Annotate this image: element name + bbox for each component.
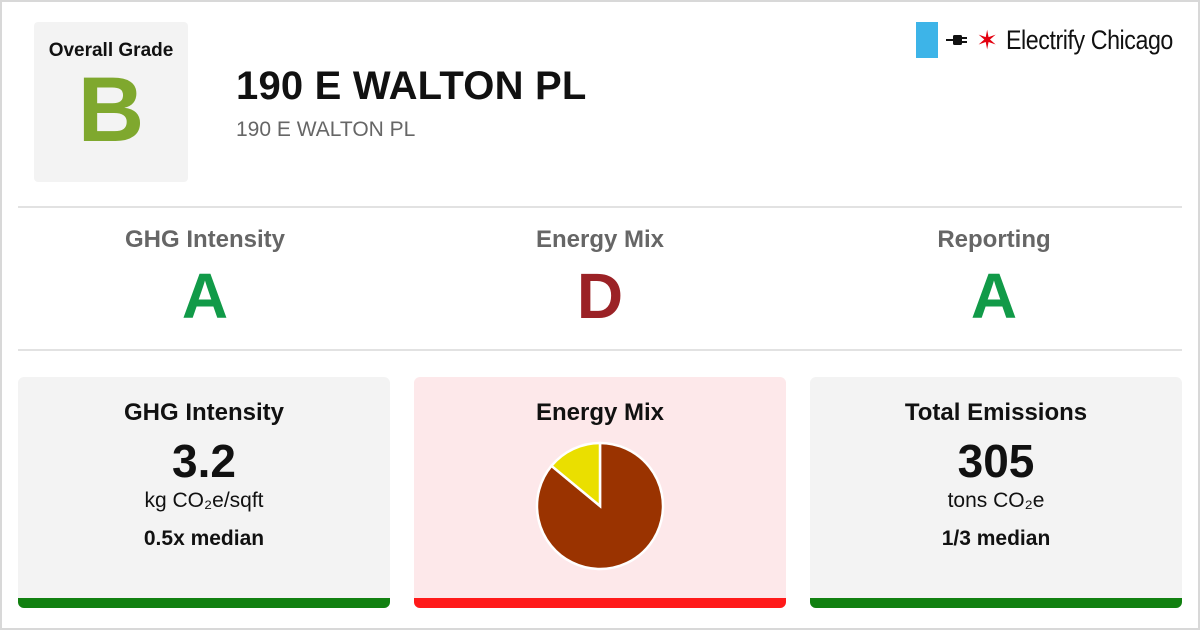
card-energy-mix: Energy Mix	[414, 377, 786, 608]
plug-icon	[946, 35, 968, 45]
subgrade-letter: A	[970, 260, 1018, 332]
card-grade-bar	[414, 598, 786, 608]
energy-mix-pie-chart	[535, 441, 665, 571]
card-grade-bar	[810, 598, 1182, 608]
subgrade-letter: A	[181, 260, 229, 332]
red-star-icon: ✶	[976, 25, 998, 55]
card-unit: tons CO₂e	[947, 489, 1045, 512]
card-title: Energy Mix	[535, 399, 665, 426]
card-value: 3.2	[172, 435, 236, 487]
card-ghg-intensity: GHG Intensity 3.2 kg CO₂e/sqft 0.5x medi…	[18, 377, 390, 608]
divider-top	[18, 206, 1182, 208]
chicago-flag-icon	[916, 22, 939, 58]
card-title: GHG Intensity	[123, 399, 285, 426]
overall-grade-label: Overall Grade	[48, 40, 174, 61]
subgrade-ghg-intensity: GHG Intensity A	[15, 226, 395, 328]
overall-grade-box: Overall Grade B	[34, 22, 188, 182]
brand-name: Electrify Chicago	[1006, 24, 1173, 55]
card-title: Total Emissions	[904, 399, 1088, 426]
card-median: 0.5x median	[143, 527, 265, 550]
subgrade-reporting: Reporting A	[804, 226, 1184, 328]
card-value: 305	[957, 435, 1035, 487]
card-median: 1/3 median	[941, 527, 1051, 550]
card-total-emissions: Total Emissions 305 tons CO₂e 1/3 median	[810, 377, 1182, 608]
subgrade-label: GHG Intensity	[124, 226, 286, 253]
subgrade-energy-mix: Energy Mix D	[410, 226, 790, 328]
pie-slice-1	[549, 441, 602, 509]
divider-middle	[18, 349, 1182, 351]
brand-logo[interactable]: ✶ Electrify Chicago	[916, 22, 1176, 58]
overall-grade-letter: B	[77, 59, 145, 161]
subgrade-label: Reporting	[937, 226, 1051, 253]
page-subtitle: 190 E WALTON PL	[236, 118, 416, 141]
subgrade-letter: D	[576, 260, 624, 332]
page-title: 190 E WALTON PL	[236, 64, 587, 108]
subgrade-label: Energy Mix	[535, 226, 665, 253]
card-unit: kg CO₂e/sqft	[144, 489, 264, 512]
card-grade-bar	[18, 598, 390, 608]
